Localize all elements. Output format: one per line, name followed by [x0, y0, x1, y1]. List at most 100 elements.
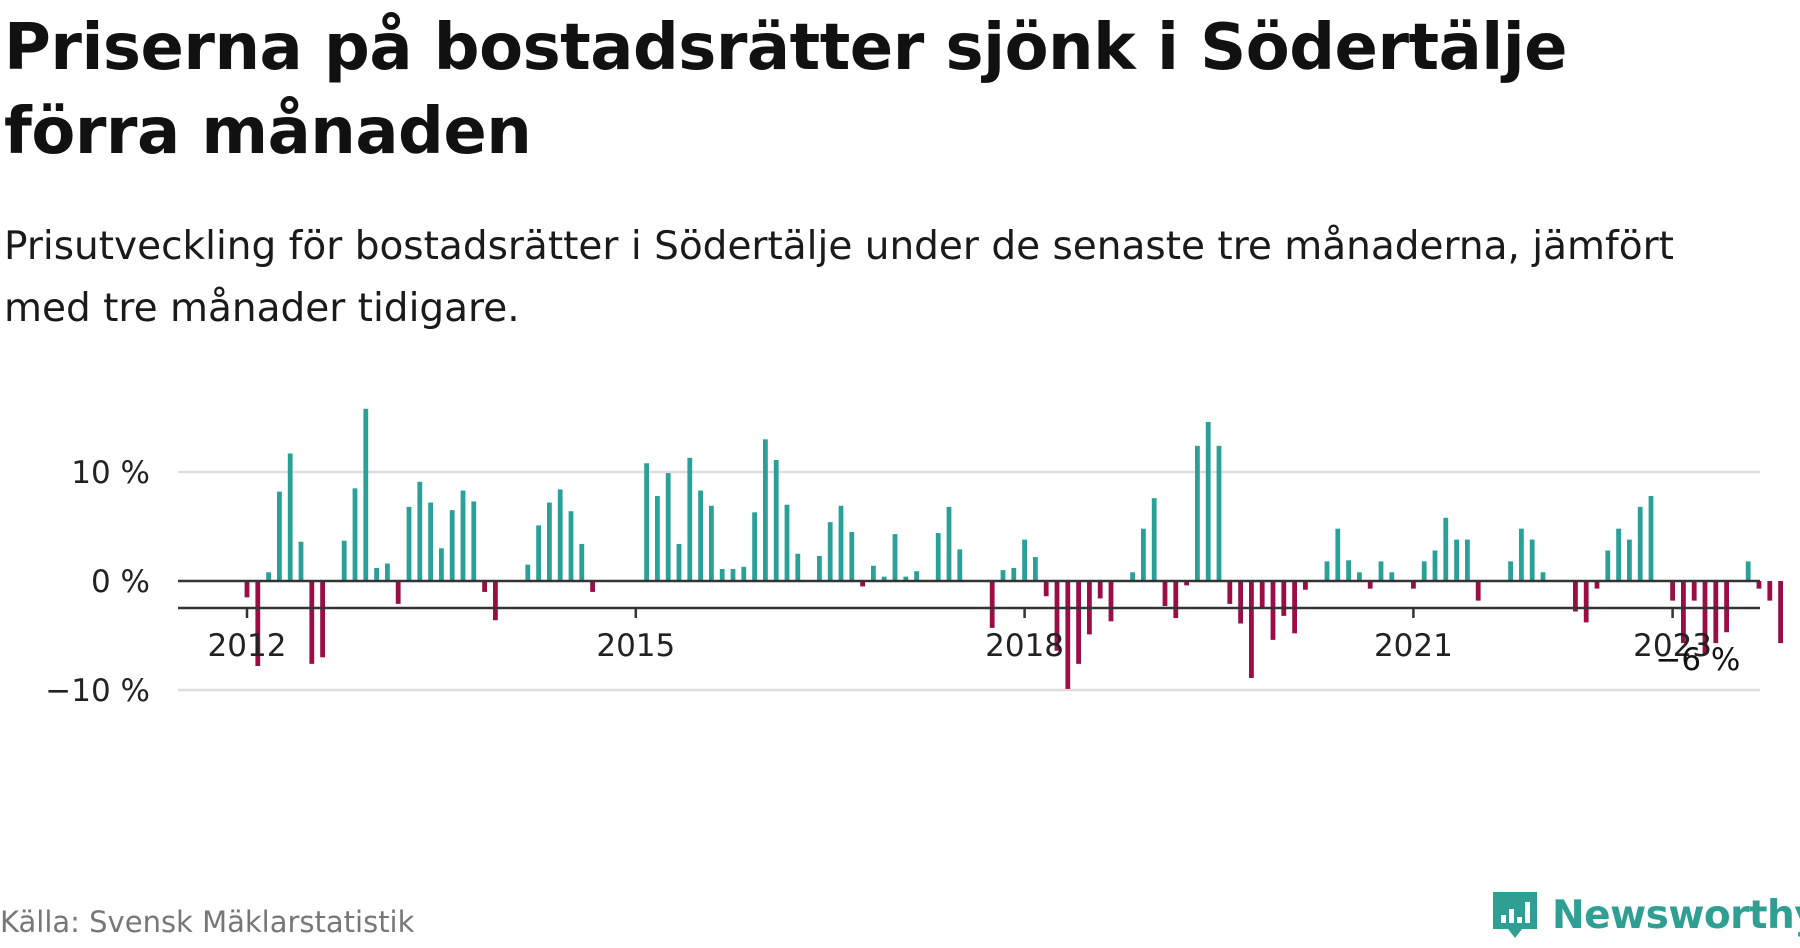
bar: [277, 491, 282, 581]
bar: [547, 502, 552, 581]
bar: [1713, 581, 1719, 644]
bar: [385, 563, 390, 581]
bar: [255, 581, 261, 667]
bar: [482, 581, 487, 592]
bar: [352, 488, 358, 581]
bar: [1573, 581, 1578, 612]
bar: [1195, 445, 1200, 581]
bar: [1443, 517, 1449, 581]
x-tick-label: 2012: [208, 628, 287, 664]
bar: [1205, 421, 1211, 581]
bar: [1627, 539, 1632, 581]
bar: [341, 540, 347, 581]
bar: [1594, 581, 1600, 589]
bar: [946, 506, 952, 581]
bar: [1616, 528, 1621, 581]
bar: [1216, 445, 1222, 581]
chart-title: Priserna på bostadsrätter sjönk i Södert…: [4, 11, 1568, 169]
bar: [1281, 581, 1287, 616]
bar: [1637, 506, 1643, 581]
bar: [795, 553, 801, 581]
bar: [1303, 581, 1308, 590]
x-tick-label: 2015: [596, 628, 675, 664]
bar: [1357, 572, 1362, 581]
bar: [1702, 581, 1708, 655]
bar: [1389, 572, 1395, 581]
axes: [178, 579, 1760, 618]
bar: [1065, 581, 1071, 689]
bar: [1076, 581, 1081, 664]
bar: [287, 453, 293, 581]
bar: [1108, 581, 1114, 622]
bar: [1724, 581, 1729, 633]
bar: [266, 572, 271, 581]
bar: [1465, 539, 1470, 581]
bar: [1432, 550, 1438, 581]
bar: [676, 543, 682, 581]
bar: [665, 473, 671, 581]
bar: [1540, 572, 1546, 581]
bar: [1054, 581, 1060, 651]
bar: [1270, 581, 1276, 640]
bar: [298, 541, 304, 581]
bar: [1227, 581, 1233, 604]
brand-logo[interactable]: Newsworthy: [1490, 885, 1800, 945]
bar: [471, 501, 477, 581]
bar: [449, 510, 455, 581]
bar: [1238, 581, 1243, 624]
bar: [525, 564, 531, 581]
bar: [709, 505, 714, 581]
bar: [903, 576, 909, 581]
bar: [719, 569, 725, 581]
bar: [1259, 581, 1265, 608]
bar: [363, 408, 369, 581]
bar: [1454, 539, 1459, 581]
bar: [1583, 581, 1589, 623]
bar: [763, 439, 768, 581]
tick-labels: 10 % 0 % −10 % 2012 2015 2018 2021 2023−6 %: [45, 455, 1740, 709]
bar: [1529, 539, 1535, 581]
bar: [1605, 550, 1611, 581]
bar: [1648, 495, 1654, 581]
bar: [1756, 581, 1762, 589]
bar: [698, 490, 703, 581]
bar: [1162, 581, 1168, 607]
bar: [536, 525, 541, 581]
bar: [752, 512, 757, 581]
bar: [1767, 581, 1773, 601]
bar: [1670, 581, 1675, 601]
bar: [935, 533, 941, 581]
bar: [773, 460, 779, 581]
newsworthy-logo-icon: [1493, 892, 1537, 938]
bar: [1324, 561, 1330, 581]
bar: [827, 522, 833, 581]
bar: [871, 565, 876, 581]
bar: [741, 566, 747, 581]
bar: [860, 581, 865, 587]
bar: [644, 463, 649, 581]
grid-lines: [178, 470, 1760, 692]
bar: [1778, 581, 1783, 644]
bar: [784, 504, 790, 581]
bar: [395, 581, 401, 604]
bar: [838, 505, 844, 581]
bar: [374, 567, 379, 581]
bar: [1346, 560, 1351, 581]
bar: [1681, 581, 1686, 644]
bar: [568, 511, 574, 581]
bar: [1141, 528, 1146, 581]
bar: [1130, 572, 1135, 581]
bar: [557, 489, 563, 581]
bar: [1508, 561, 1513, 581]
bar: [428, 502, 433, 581]
bar: [1033, 557, 1038, 581]
bar: [1691, 581, 1697, 601]
bar: [309, 581, 315, 664]
bar: [1022, 539, 1027, 581]
bar: [892, 534, 898, 581]
bar: [957, 549, 963, 581]
bar: [1000, 570, 1006, 581]
bar: [687, 457, 693, 581]
bar: [1097, 581, 1103, 599]
bar: [914, 571, 919, 581]
